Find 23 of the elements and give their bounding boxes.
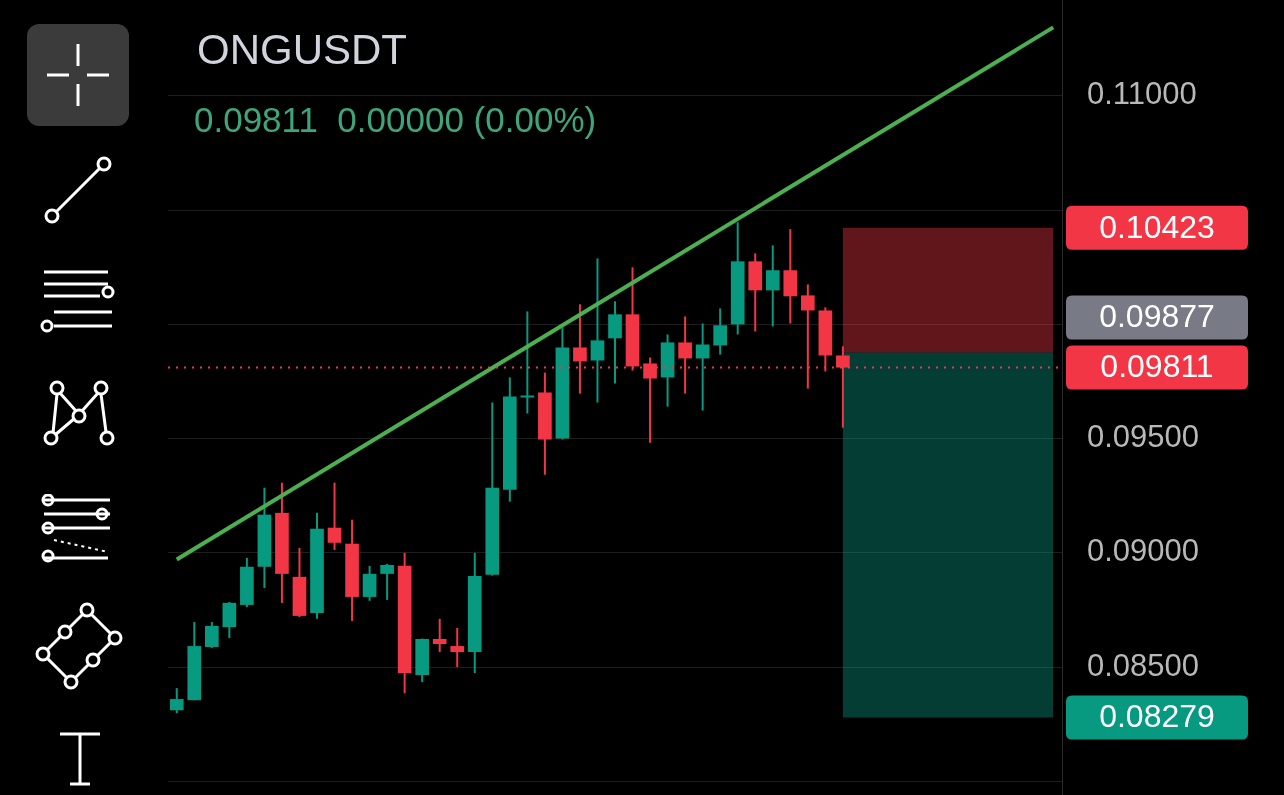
y-tick-label: 0.11000	[1087, 76, 1197, 112]
candlestick	[327, 481, 342, 551]
candlestick	[713, 307, 728, 356]
text: 0.09877	[1099, 298, 1215, 335]
y-tick-label: 0.09000	[1087, 533, 1200, 569]
candlestick	[204, 621, 219, 650]
candlestick	[608, 300, 622, 385]
y-tick-label: 0.09500	[1087, 419, 1200, 455]
candlestick	[362, 564, 377, 602]
ref-line-label: 0.09811	[1100, 348, 1214, 385]
candlestick	[520, 310, 535, 415]
y-tick-label: 0.08500	[1087, 647, 1200, 683]
candlestick	[678, 315, 692, 395]
candlestick	[380, 562, 394, 601]
candlestick	[590, 257, 605, 404]
candlestick	[432, 617, 447, 653]
text: 0.09811 0.00000 (0.00%)	[194, 100, 597, 140]
candlestick	[169, 687, 184, 715]
candlestick	[450, 627, 465, 669]
band-label: 0.10423	[1099, 208, 1215, 245]
band-label: 0.08279	[1099, 698, 1215, 735]
text: ONGUSDT	[197, 26, 407, 74]
candlestick	[765, 244, 780, 328]
